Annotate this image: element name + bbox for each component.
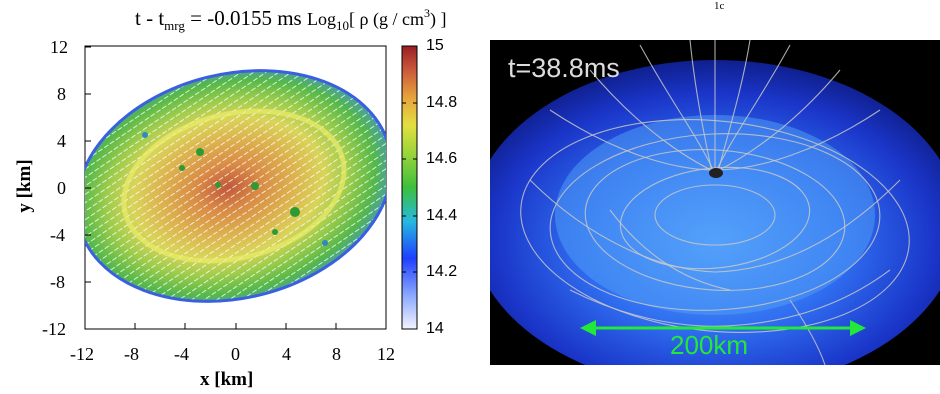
- density-panel: t - tmrg = -0.0155 ms Log10[ ρ (g / cm3)…: [14, 6, 458, 390]
- colorbar-tick-label: 14.6: [426, 150, 458, 167]
- colorbar-tick-label: 15: [426, 37, 444, 54]
- y-tick-label: -12: [42, 319, 66, 339]
- colorbar-tick-label: 14.4: [426, 207, 458, 224]
- field-line-render: t=38.8ms 200km: [470, 39, 940, 390]
- y-tick-label: 8: [57, 84, 66, 104]
- x-tick-label: 0: [231, 344, 240, 364]
- y-tick-label: -8: [50, 272, 65, 292]
- x-tick-label: -12: [70, 344, 94, 364]
- time-label: t=38.8ms: [508, 53, 620, 83]
- scale-label: 200km: [670, 330, 749, 360]
- colorbar-tick-label: 14.8: [426, 94, 458, 111]
- x-tick-label: 8: [332, 344, 341, 364]
- colorbar: [401, 45, 418, 330]
- render-image: [470, 39, 940, 390]
- y-tick-label: 0: [57, 178, 66, 198]
- colorbar-tick-label: 14.2: [426, 263, 458, 280]
- x-tick-label: 12: [377, 344, 395, 364]
- corner-mark: 1c: [714, 0, 725, 12]
- density-plot: [84, 45, 418, 330]
- y-tick-label: -4: [50, 225, 65, 245]
- x-axis-label: x [km]: [200, 369, 254, 390]
- y-tick-label: 4: [57, 131, 66, 151]
- density-map: [85, 69, 386, 303]
- colorbar-tick-label: 14: [426, 320, 444, 337]
- y-axis-label: y [km]: [14, 159, 35, 213]
- x-tick-label: -4: [174, 344, 189, 364]
- x-tick-label: 4: [282, 344, 291, 364]
- y-tick-label: 12: [50, 37, 68, 57]
- x-tick-label: -8: [124, 344, 139, 364]
- scale-bar: [580, 320, 866, 336]
- plot-title: t - tmrg = -0.0155 ms Log10[ ρ (g / cm3)…: [135, 6, 447, 34]
